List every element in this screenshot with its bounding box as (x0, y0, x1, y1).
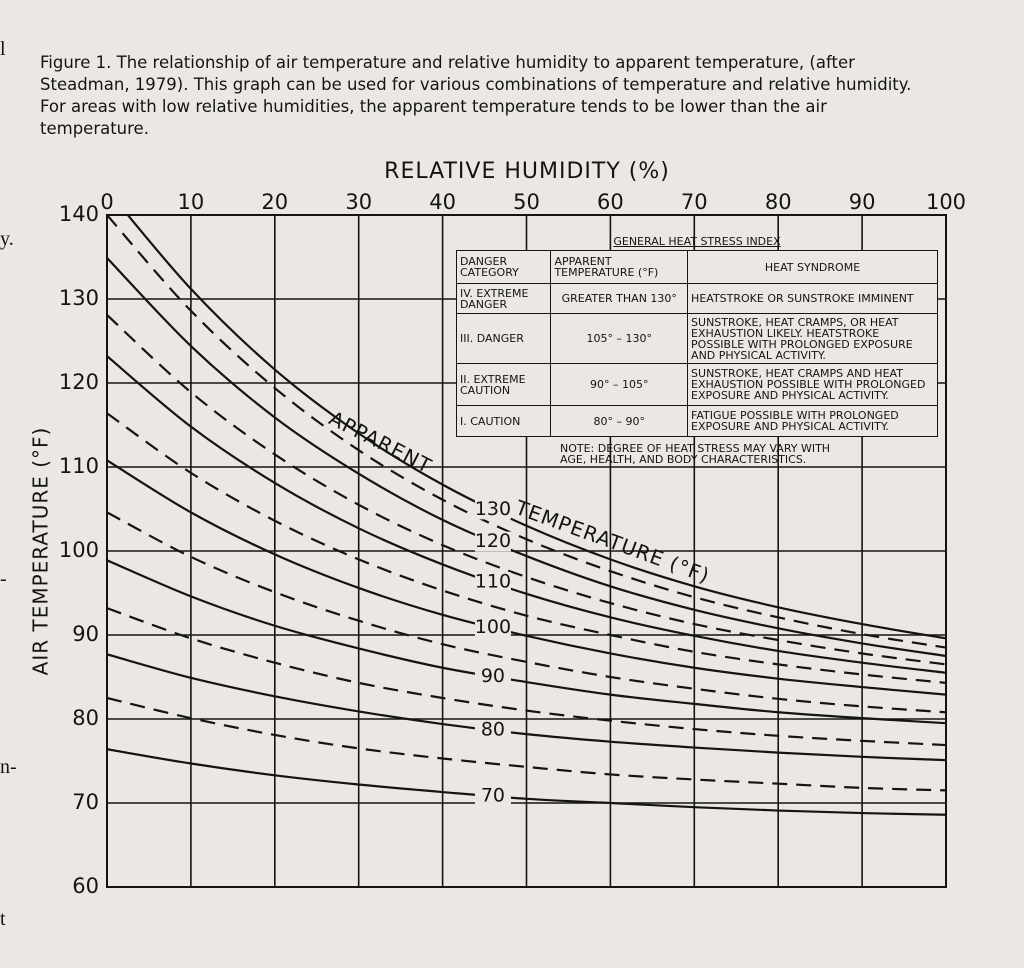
y-tick-label: 90 (72, 622, 99, 646)
solid-curve (107, 257, 946, 658)
margin-text: n- (0, 756, 17, 778)
solid-curve (107, 355, 946, 674)
label-gap (474, 786, 511, 807)
heat-stress-table: DANGER CATEGORY APPARENT TEMPERATURE (°F)… (455, 250, 938, 437)
x-tick-label: 30 (345, 190, 372, 214)
y-tick-label: 110 (59, 454, 99, 478)
margin-text: t (0, 908, 6, 930)
solid-curve (126, 215, 946, 640)
x-tick-label: 40 (429, 190, 456, 214)
curve-label: 90 (481, 665, 505, 687)
table-note: NOTE: DEGREE OF HEAT STRESS MAY VARY WIT… (560, 442, 831, 466)
table-cell: HEATSTROKE OR SUNSTROKE IMMINENT (687, 283, 938, 314)
dashed-curve (107, 607, 946, 747)
label-gap (474, 617, 511, 638)
dashed-curve (107, 696, 946, 792)
curve-label: 110 (475, 571, 511, 593)
y-tick-label: 80 (72, 706, 99, 730)
x-tick-label: 10 (178, 190, 205, 214)
margin-text: l (0, 38, 6, 60)
curve-label: 80 (481, 719, 505, 741)
y-tick-label: 70 (72, 790, 99, 814)
x-tick-label: 60 (597, 190, 624, 214)
table-cell: FATIGUE POSSIBLE WITH PROLONGED EXPOSURE… (687, 405, 938, 437)
x-tick-label: 0 (100, 190, 113, 214)
table-row: III. DANGER 105° – 130° SUNSTROKE, HEAT CR… (455, 313, 938, 364)
label-gap (474, 720, 511, 741)
x-axis-title: RELATIVE HUMIDITY (%) (384, 159, 670, 184)
curve-label: 120 (475, 530, 511, 552)
label-gap (474, 499, 511, 520)
solid-curve (107, 559, 946, 725)
x-tick-label: 100 (926, 190, 966, 214)
table-row: I. CAUTION 80° – 90° FATIGUE POSSIBLE WITH… (455, 405, 938, 437)
dashed-curve (107, 511, 946, 714)
solid-curve (107, 459, 946, 696)
x-tick-label: 90 (849, 190, 876, 214)
table-title: GENERAL HEAT STRESS INDEX (613, 235, 781, 248)
y-tick-label: 140 (59, 202, 99, 226)
dashed-curve (107, 215, 946, 649)
heat-stress-index: GENERAL HEAT STRESS INDEX DANGER CATEGOR… (455, 233, 938, 466)
table-cell: 80° – 90° (550, 405, 689, 437)
table-cell: SUNSTROKE, HEAT CRAMPS AND HEAT EXHAUSTI… (687, 363, 938, 406)
table-row: IV. EXTREME DANGER GREATER THAN 130° HEATS… (455, 283, 938, 314)
y-axis-title: AIR TEMPERATURE (°F) (29, 427, 53, 676)
curve-label: 100 (475, 616, 511, 638)
y-tick-label: 130 (59, 286, 99, 310)
curve-label: 70 (481, 785, 505, 807)
curve-label: 130 (475, 498, 511, 520)
table-cell: IV. EXTREME DANGER (455, 283, 552, 314)
dashed-curve (107, 314, 946, 666)
x-tick-label: 50 (513, 190, 540, 214)
x-tick-label: 80 (765, 190, 792, 214)
table-cell: 105° – 130° (550, 313, 689, 364)
x-tick-label: 20 (261, 190, 288, 214)
table-cell: I. CAUTION (455, 405, 552, 437)
table-cell: III. DANGER (455, 313, 552, 364)
table-cell: II. EXTREME CAUTION (455, 363, 552, 406)
table-header-cell: DANGER CATEGORY (455, 250, 552, 284)
y-tick-label: 60 (72, 874, 99, 898)
plot-frame (106, 214, 947, 888)
label-gap (474, 572, 511, 593)
curves (107, 215, 946, 816)
margin-text: - (0, 568, 7, 590)
table-cell: GREATER THAN 130° (550, 283, 689, 314)
table-header-cell: HEAT SYNDROME (687, 250, 938, 284)
y-tick-label: 120 (59, 370, 99, 394)
x-tick-label: 70 (681, 190, 708, 214)
table-cell: SUNSTROKE, HEAT CRAMPS, OR HEAT EXHAUSTI… (687, 313, 938, 364)
table-row: II. EXTREME CAUTION 90° – 105° SUNSTROKE, … (455, 363, 938, 406)
annotation: TEMPERATURE (°F) (511, 495, 713, 588)
table-header-cell: APPARENT TEMPERATURE (°F) (550, 250, 689, 284)
solid-curve (107, 653, 946, 762)
dashed-curve (107, 412, 946, 684)
figure-caption: Figure 1. The relationship of air temper… (40, 53, 912, 138)
y-tick-label: 100 (59, 538, 99, 562)
solid-curve (107, 748, 946, 816)
margin-text: y. (0, 228, 14, 250)
table-cell: 90° – 105° (550, 363, 689, 406)
table-row: DANGER CATEGORY APPARENT TEMPERATURE (°F)… (455, 250, 938, 284)
label-gap (474, 666, 511, 687)
label-gap (474, 531, 511, 552)
